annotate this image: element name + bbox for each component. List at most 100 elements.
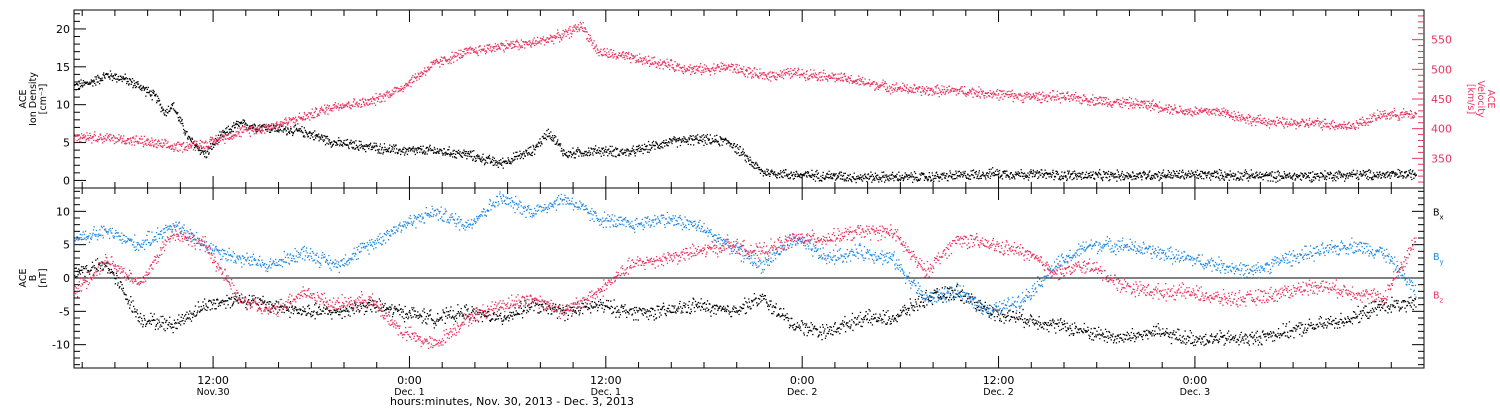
top-point: [1321, 176, 1323, 178]
top-point: [602, 152, 604, 154]
top-point: [1261, 173, 1263, 175]
top-point: [722, 62, 724, 65]
top-point: [782, 176, 784, 179]
top-point: [1119, 106, 1121, 108]
top-point: [362, 97, 364, 100]
top-point: [917, 88, 919, 90]
top-point: [443, 57, 445, 59]
top-point: [420, 75, 422, 78]
top-point: [653, 63, 655, 65]
top-point: [705, 65, 708, 67]
top-point: [922, 172, 924, 174]
top-point: [1182, 171, 1184, 174]
top-point: [677, 138, 679, 140]
top-point: [340, 141, 342, 143]
top-point: [539, 138, 541, 140]
top-point: [84, 135, 87, 137]
top-point: [358, 140, 360, 142]
top-point: [1178, 176, 1180, 178]
top-point: [561, 33, 563, 35]
top-point: [995, 94, 997, 96]
top-point: [745, 154, 747, 156]
top-point: [383, 94, 386, 96]
top-point: [330, 146, 332, 148]
top-point: [292, 117, 294, 119]
top-point: [1348, 172, 1351, 174]
top-point: [596, 150, 598, 152]
top-point: [289, 119, 291, 121]
top-point: [1311, 180, 1313, 183]
top-point: [350, 108, 352, 110]
top-point: [528, 43, 530, 45]
top-point: [996, 89, 999, 91]
top-point: [750, 71, 752, 73]
top-point: [455, 55, 457, 58]
top-point: [913, 92, 915, 94]
top-point: [701, 69, 703, 72]
top-point: [100, 134, 102, 136]
top-point: [103, 72, 105, 74]
top-point: [633, 149, 635, 151]
top-point: [1075, 174, 1077, 177]
top-point: [1306, 176, 1308, 178]
top-point: [722, 141, 724, 143]
top-point: [299, 116, 302, 119]
top-point: [789, 77, 791, 79]
top-point: [997, 170, 999, 172]
top-point: [747, 158, 749, 160]
top-point: [265, 124, 267, 127]
top-point: [485, 156, 488, 158]
top-point: [481, 48, 483, 51]
top-point: [512, 152, 515, 154]
top-point: [1250, 169, 1252, 171]
top-point: [221, 135, 224, 137]
top-point: [605, 54, 607, 56]
top-point: [490, 45, 492, 47]
top-point: [695, 138, 697, 140]
top-point: [1328, 177, 1331, 179]
top-point: [317, 113, 319, 115]
top-point: [1145, 178, 1147, 180]
top-point: [161, 146, 164, 149]
top-point: [258, 130, 260, 132]
top-point: [673, 136, 675, 138]
top-point: [105, 72, 108, 75]
top-point: [198, 149, 200, 152]
top-point: [726, 68, 728, 70]
top-point: [1399, 169, 1401, 172]
top-point: [480, 158, 482, 160]
top-point: [912, 87, 914, 90]
top-point: [149, 140, 151, 142]
top-point: [634, 56, 636, 58]
top-point: [1196, 177, 1198, 179]
top-point: [886, 86, 889, 88]
top-point: [316, 115, 318, 117]
top-point: [859, 177, 861, 179]
top-point: [240, 127, 243, 129]
top-point: [1095, 173, 1097, 176]
top-point: [1348, 174, 1350, 177]
top-point: [1065, 175, 1067, 177]
top-point: [426, 71, 428, 73]
top-point: [403, 86, 405, 88]
top-point: [596, 52, 598, 54]
top-point: [1086, 100, 1088, 102]
top-point: [1126, 175, 1128, 177]
top-point: [616, 148, 619, 150]
top-point: [327, 107, 330, 109]
top-point: [1148, 171, 1150, 173]
top-point: [519, 45, 521, 47]
top-point: [891, 173, 893, 175]
top-point: [216, 137, 219, 139]
top-point: [486, 44, 488, 46]
top-point: [998, 169, 1001, 172]
top-point: [269, 129, 271, 131]
top-point: [509, 160, 511, 163]
top-point: [1101, 99, 1103, 101]
top-point: [1092, 171, 1094, 173]
top-point: [1028, 174, 1031, 176]
top-point: [1166, 176, 1168, 178]
top-point: [1209, 177, 1211, 179]
top-point: [1399, 171, 1401, 174]
top-point: [815, 74, 818, 76]
